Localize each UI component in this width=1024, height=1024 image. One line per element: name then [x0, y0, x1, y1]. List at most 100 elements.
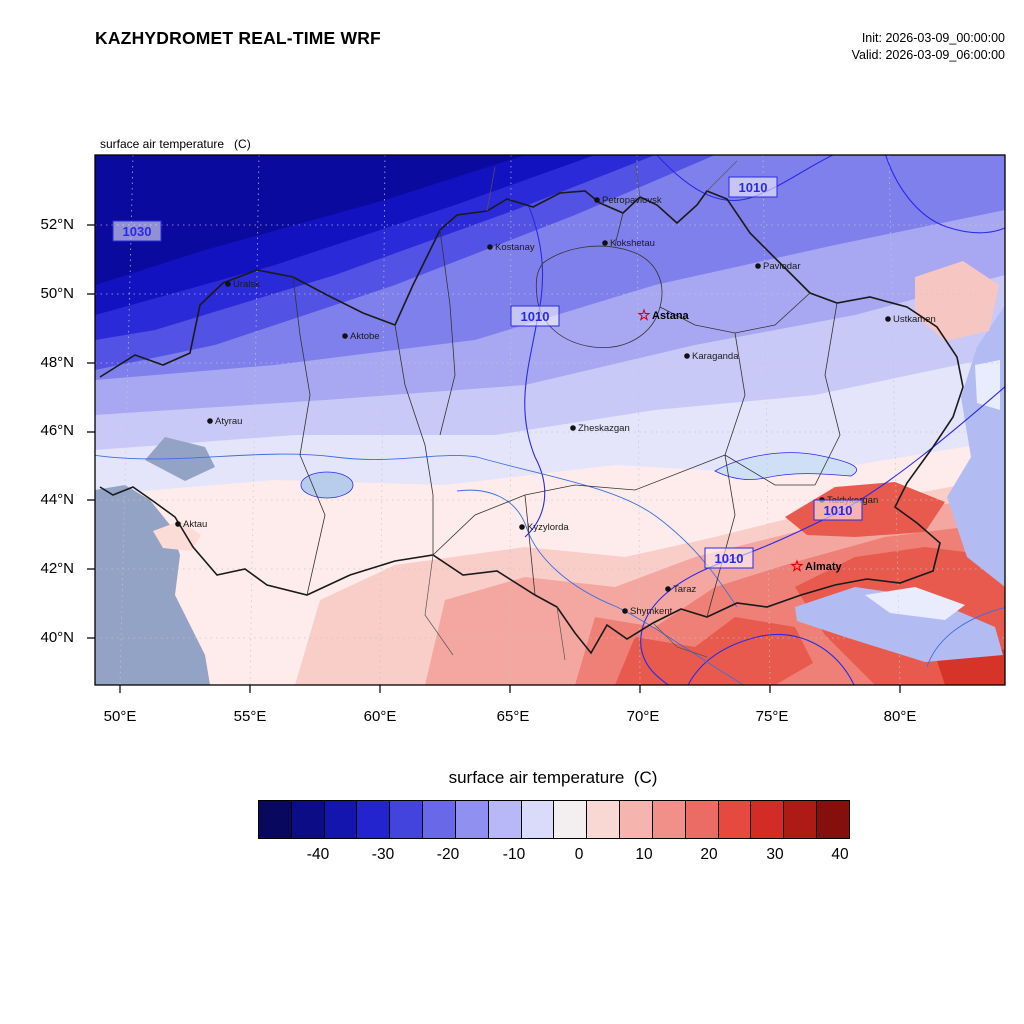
svg-text:Kostanay: Kostanay: [495, 242, 535, 253]
graticule: [95, 155, 1005, 685]
caspian-inlet: [145, 437, 215, 481]
city-ustkamen: Ustkamen: [885, 314, 936, 325]
city-uralsk: Uralsk: [225, 279, 260, 290]
colorbar-tick: -10: [502, 846, 526, 863]
init-time: Init: 2026-03-09_00:00:00: [861, 31, 1005, 45]
svg-text:Shymkent: Shymkent: [630, 606, 673, 617]
city-aktobe: Aktobe: [342, 331, 380, 342]
warm-patch-ne: [915, 261, 999, 341]
lon-axis-label: 80°E: [883, 708, 917, 725]
field-temperature-label: surface air temperature (C): [100, 137, 251, 151]
star-icon: ☆: [790, 558, 804, 575]
neighbor-borders: [424, 160, 738, 661]
mountain-patch-ne: [975, 360, 1000, 410]
lat-axis-label: 40°N: [40, 629, 74, 646]
city-atyrau: Atyrau: [207, 416, 242, 427]
colorbar-segment: [751, 801, 785, 838]
lon-axis-label: 50°E: [103, 708, 137, 725]
capital-astana: ☆ Astana: [637, 307, 689, 324]
svg-text:1010: 1010: [739, 180, 768, 195]
temp-band-1: [95, 155, 525, 285]
city-pavlodar: Pavlodar: [755, 261, 801, 272]
colorbar-swatches: [258, 800, 850, 839]
model-run-info: Init: 2026-03-09_00:00:00 Valid: 2026-03…: [852, 30, 1005, 64]
pressure-label-1010-east: 1010: [813, 499, 863, 521]
svg-text:Kyzylorda: Kyzylorda: [527, 522, 569, 533]
colorbar-segment: [455, 801, 489, 838]
lat-axis-label: 44°N: [40, 491, 74, 508]
city-kostanay: Kostanay: [487, 242, 535, 253]
weather-map: Petropavlovsk Kostanay Kokshetau Pavloda…: [87, 154, 1006, 693]
city-shymkent: Shymkent: [622, 606, 673, 617]
svg-text:Almaty: Almaty: [805, 561, 843, 573]
city-zheskazgan: Zheskazgan: [570, 423, 630, 434]
city-aktau: Aktau: [175, 519, 207, 530]
svg-text:Kokshetau: Kokshetau: [610, 238, 655, 249]
pressure-label-1010-center: 1010: [510, 305, 560, 327]
svg-text:1010: 1010: [824, 503, 853, 518]
svg-text:1010: 1010: [521, 309, 550, 324]
city-taraz: Taraz: [665, 584, 696, 595]
axis-ticks: [87, 224, 901, 693]
colorbar-segment: [817, 801, 849, 838]
svg-text:Pavlodar: Pavlodar: [763, 261, 801, 272]
svg-text:Taraz: Taraz: [673, 584, 696, 595]
page-title: KAZHYDROMET REAL-TIME WRF: [95, 28, 381, 48]
colorbar-tick: 20: [700, 846, 718, 863]
colorbar-segment: [652, 801, 686, 838]
svg-text:Ustkamen: Ustkamen: [893, 314, 936, 325]
colorbar-segment: [423, 801, 456, 838]
star-icon: ☆: [637, 307, 651, 324]
warm-blob-south: [615, 617, 813, 685]
colorbar-tick: -20: [436, 846, 460, 863]
lat-axis-label: 42°N: [40, 560, 74, 577]
aktau-peninsula: [153, 521, 201, 551]
lat-axis-label: 52°N: [40, 216, 74, 233]
svg-text:Aktau: Aktau: [183, 519, 207, 530]
colorbar-tick: -40: [306, 846, 330, 863]
map-frame: [94, 154, 1006, 686]
svg-text:Karaganda: Karaganda: [692, 351, 739, 362]
city-kokshetau: Kokshetau: [602, 238, 655, 249]
svg-text:Zheskazgan: Zheskazgan: [578, 423, 630, 434]
colorbar-segment: [357, 801, 391, 838]
colorbar-title: surface air temperature (C): [448, 768, 658, 787]
lat-axis-label: 46°N: [40, 422, 74, 439]
capital-almaty: ☆ Almaty: [790, 558, 842, 575]
colorbar-tick: 10: [635, 846, 653, 863]
colorbar-segment: [784, 801, 818, 838]
mountain-patch-light: [865, 587, 965, 620]
colorbar-segment: [259, 801, 292, 838]
lat-axis-label: 50°N: [40, 285, 74, 302]
colorbar-segment: [685, 801, 719, 838]
aral-sea: [300, 471, 354, 499]
colorbar-segment: [620, 801, 653, 838]
colorbar-segment: [554, 801, 588, 838]
colorbar-segment: [291, 801, 325, 838]
lon-axis-label: 70°E: [626, 708, 660, 725]
lon-axis-label: 75°E: [755, 708, 789, 725]
lon-axis-label: 65°E: [496, 708, 530, 725]
colorbar-segment: [718, 801, 752, 838]
city-kyzylorda: Kyzylorda: [519, 522, 569, 533]
pressure-label-1010-north: 1010: [728, 176, 778, 198]
colorbar-tick: 30: [766, 846, 784, 863]
mountain-patch-tianshan: [795, 587, 1003, 662]
svg-text:Atyrau: Atyrau: [215, 416, 242, 427]
lon-axis-label: 60°E: [363, 708, 397, 725]
oblast-borders: [292, 212, 841, 618]
svg-text:1010: 1010: [715, 551, 744, 566]
city-petropavlovsk: Petropavlovsk: [594, 195, 662, 206]
pressure-label-1010-south: 1010: [704, 547, 754, 569]
warm-blob-taldykorgan: [785, 482, 945, 537]
colorbar-segment: [587, 801, 621, 838]
colorbar-segment: [390, 801, 424, 838]
pressure-label-1030: 1030: [112, 220, 162, 242]
valid-time: Valid: 2026-03-09_06:00:00: [851, 47, 1005, 62]
svg-text:Uralsk: Uralsk: [233, 279, 260, 290]
svg-text:Petropavlovsk: Petropavlovsk: [602, 195, 662, 206]
svg-text:1030: 1030: [123, 224, 152, 239]
city-karaganda: Karaganda: [684, 351, 739, 362]
lon-axis-label: 55°E: [233, 708, 267, 725]
